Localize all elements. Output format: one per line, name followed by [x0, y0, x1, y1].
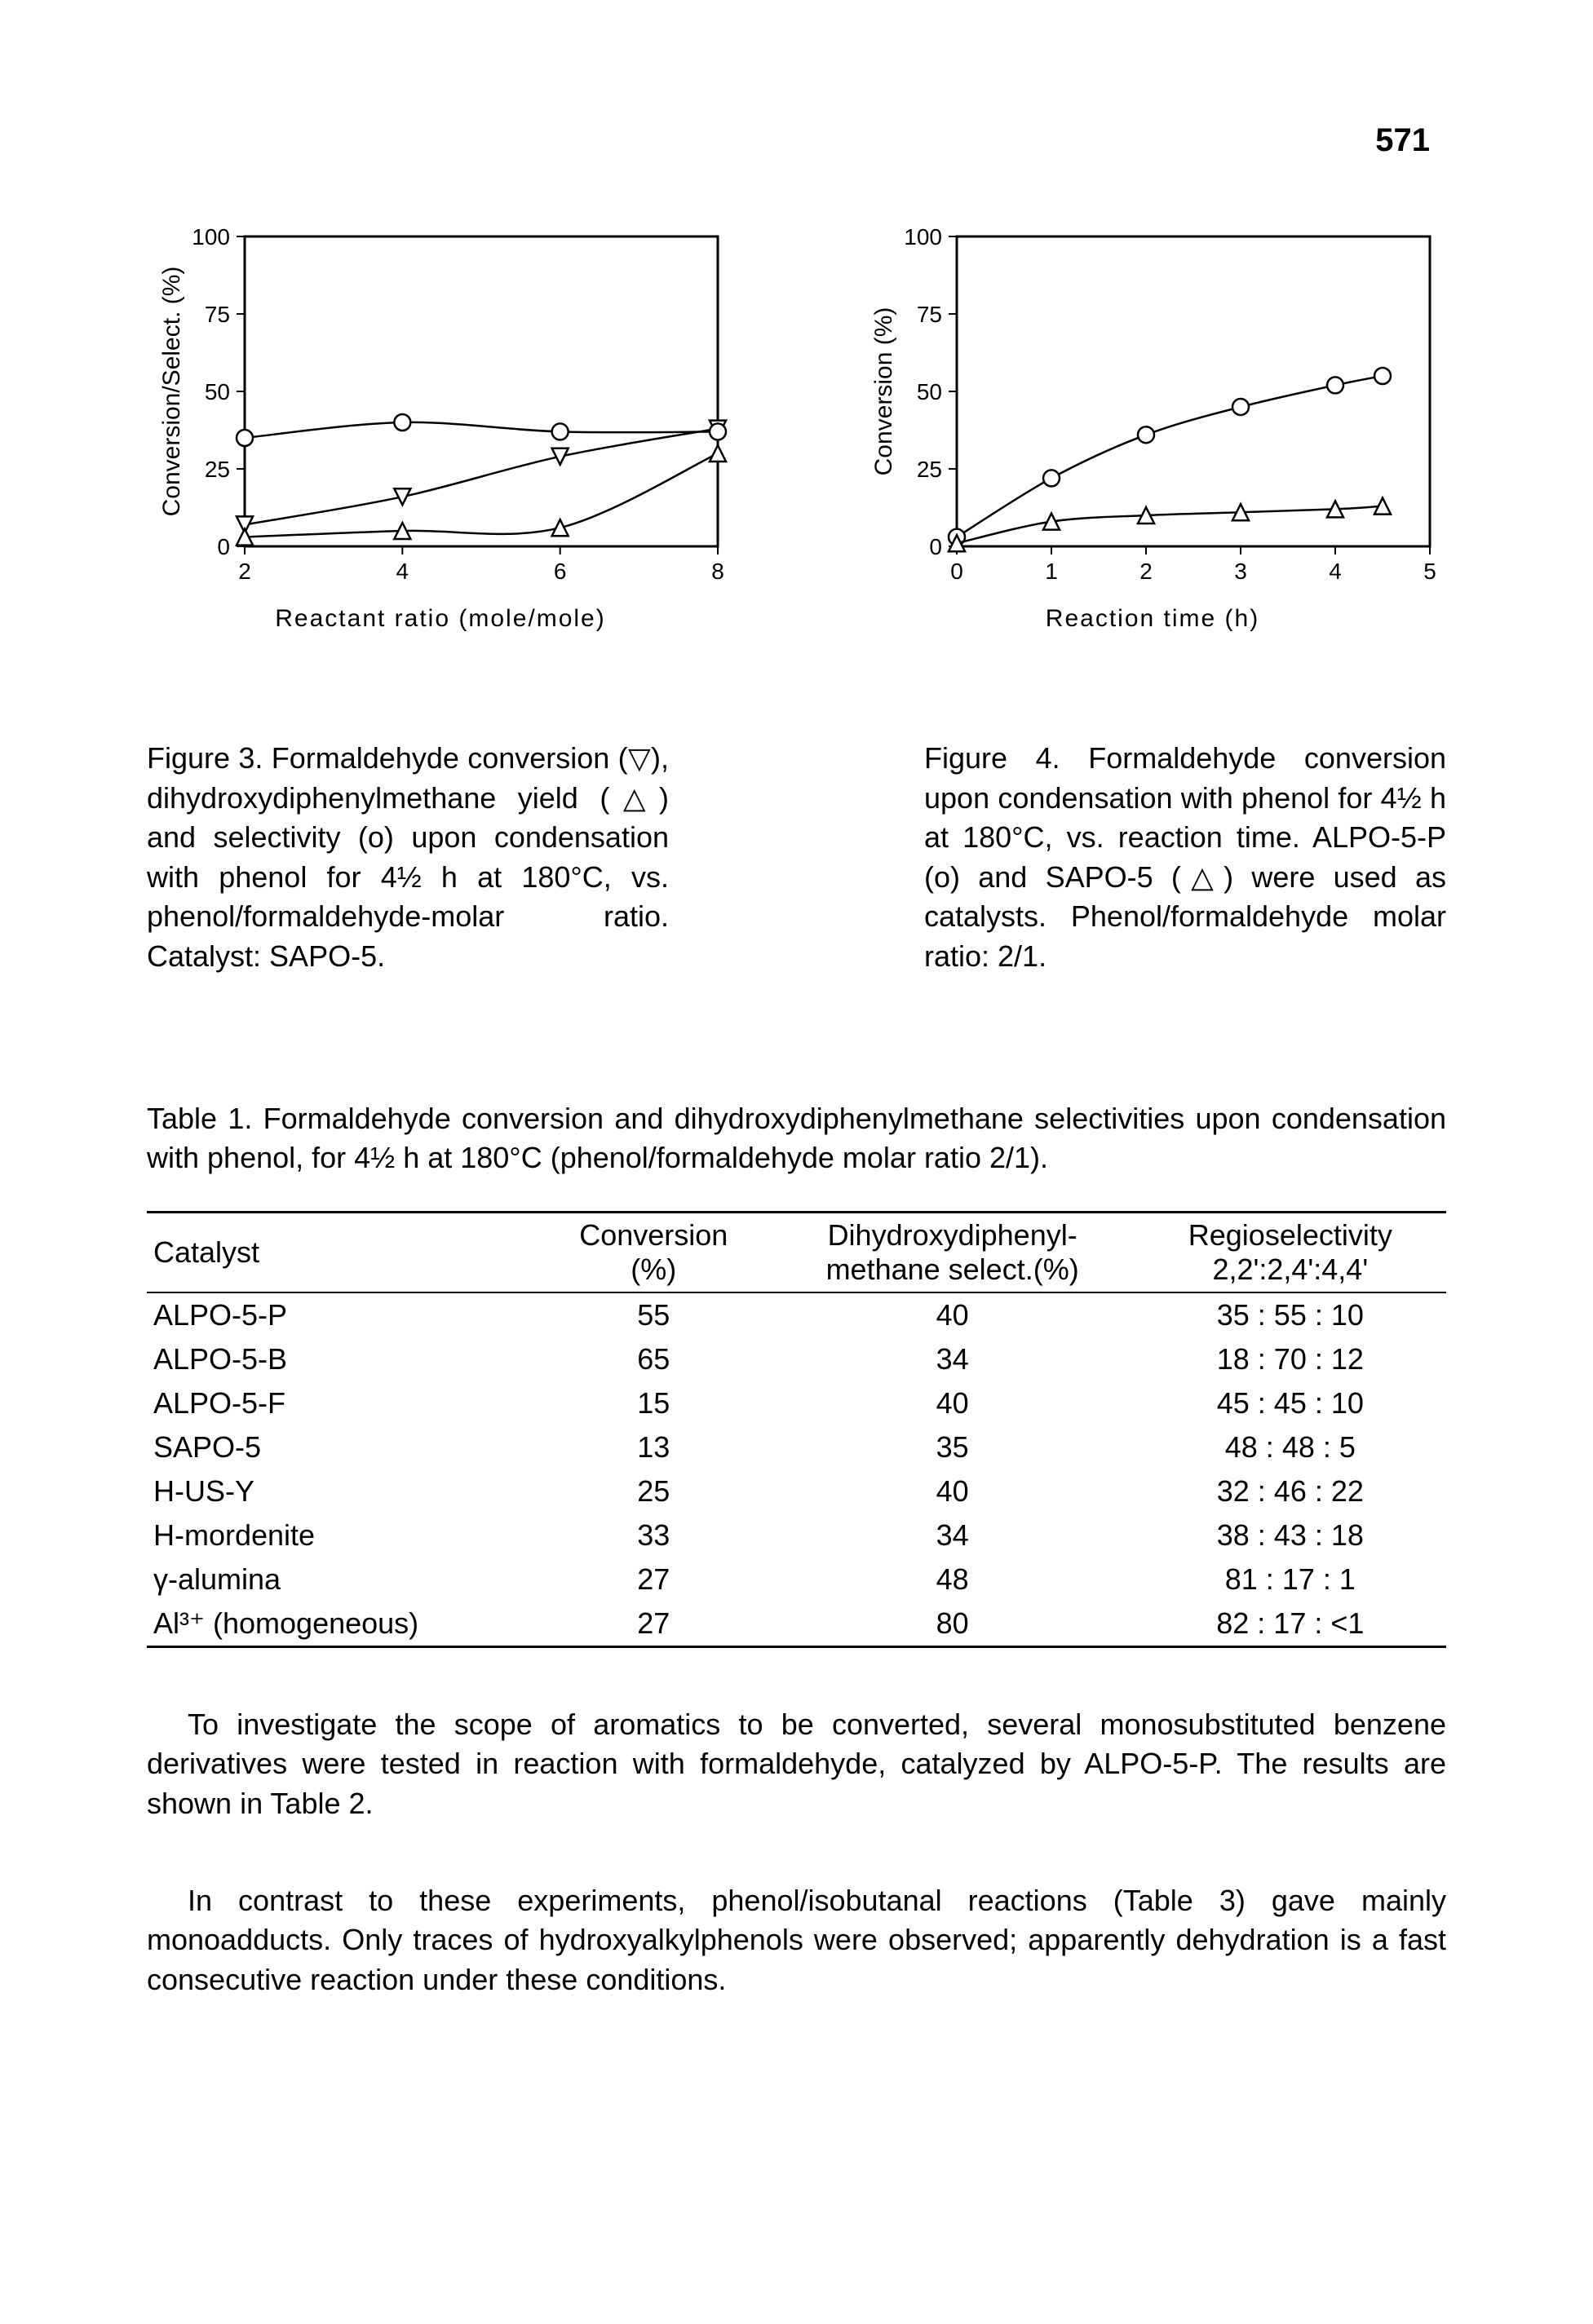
svg-text:8: 8	[711, 559, 724, 584]
table-cell: 65	[537, 1337, 771, 1381]
figure-3-xlabel: Reactant ratio (mole/mole)	[275, 605, 605, 633]
table-cell: 40	[771, 1381, 1135, 1425]
svg-text:25: 25	[917, 457, 942, 482]
svg-text:50: 50	[917, 379, 942, 404]
captions-row: Figure 3. Formaldehyde conversion (▽), d…	[147, 739, 1446, 977]
body-paragraph: To investigate the scope of aromatics to…	[147, 1705, 1446, 1824]
table-row: SAPO-5133548 : 48 : 5	[147, 1425, 1446, 1469]
table-cell: 18 : 70 : 12	[1135, 1337, 1446, 1381]
table-row: Al³⁺ (homogeneous)278082 : 17 : <1	[147, 1602, 1446, 1647]
table-col-header: Regioselectivity2,2':2,4':4,4'	[1135, 1212, 1446, 1292]
figure-4-chart: 0 25 50 75 100 0 1 2 3 4 5 Conversion (%)	[859, 220, 1446, 595]
svg-text:6: 6	[554, 559, 567, 584]
table-cell: 27	[537, 1557, 771, 1602]
svg-text:1: 1	[1045, 559, 1058, 584]
table-cell: Al³⁺ (homogeneous)	[147, 1602, 537, 1647]
svg-text:2: 2	[238, 559, 251, 584]
table-cell: 35	[771, 1425, 1135, 1469]
table-cell: H-US-Y	[147, 1469, 537, 1513]
table-cell: 81 : 17 : 1	[1135, 1557, 1446, 1602]
body-paragraphs: To investigate the scope of aromatics to…	[147, 1705, 1446, 2000]
table-cell: 40	[771, 1469, 1135, 1513]
table-cell: 38 : 43 : 18	[1135, 1513, 1446, 1557]
svg-text:50: 50	[205, 379, 230, 404]
table-col-header: Conversion(%)	[537, 1212, 771, 1292]
svg-text:2: 2	[1139, 559, 1153, 584]
figure-3: 0 25 50 75 100 2 4 6 8 Conversion/Select. (%) Rea…	[147, 220, 734, 633]
svg-text:75: 75	[205, 302, 230, 327]
table-cell: γ-alumina	[147, 1557, 537, 1602]
table-cell: 82 : 17 : <1	[1135, 1602, 1446, 1647]
table-cell: 40	[771, 1292, 1135, 1337]
table-col-header: Catalyst	[147, 1212, 537, 1292]
table-row: H-US-Y254032 : 46 : 22	[147, 1469, 1446, 1513]
table-row: ALPO-5-P554035 : 55 : 10	[147, 1292, 1446, 1337]
table-cell: ALPO-5-B	[147, 1337, 537, 1381]
svg-text:100: 100	[904, 224, 942, 250]
table-cell: 35 : 55 : 10	[1135, 1292, 1446, 1337]
table-cell: 34	[771, 1513, 1135, 1557]
table-cell: SAPO-5	[147, 1425, 537, 1469]
table-cell: 45 : 45 : 10	[1135, 1381, 1446, 1425]
svg-text:75: 75	[917, 302, 942, 327]
figure-4: 0 25 50 75 100 0 1 2 3 4 5 Conversion (%) Reaction …	[859, 220, 1446, 633]
figures-row: 02550751002468Conversion/Select. (%) Rea…	[147, 220, 1446, 633]
table-cell: ALPO-5-F	[147, 1381, 537, 1425]
page-number: 571	[1375, 122, 1430, 159]
svg-text:4: 4	[396, 559, 409, 584]
table-cell: 27	[537, 1602, 771, 1647]
table-cell: 32 : 46 : 22	[1135, 1469, 1446, 1513]
svg-text:4: 4	[1329, 559, 1342, 584]
table-cell: H-mordenite	[147, 1513, 537, 1557]
body-paragraph: In contrast to these experiments, phenol…	[147, 1881, 1446, 2000]
table-cell: 25	[537, 1469, 771, 1513]
svg-text:3: 3	[1234, 559, 1247, 584]
table-1: CatalystConversion(%)Dihydroxydiphenyl-m…	[147, 1211, 1446, 1648]
svg-text:0: 0	[217, 534, 230, 559]
table-row: H-mordenite333438 : 43 : 18	[147, 1513, 1446, 1557]
svg-text:0: 0	[950, 559, 963, 584]
table-cell: 48	[771, 1557, 1135, 1602]
svg-text:Conversion (%): Conversion (%)	[870, 307, 897, 476]
svg-text:0: 0	[929, 534, 942, 559]
table-col-header: Dihydroxydiphenyl-methane select.(%)	[771, 1212, 1135, 1292]
figure-3-caption: Figure 3. Formaldehyde conversion (▽), d…	[147, 739, 669, 977]
table-row: ALPO-5-B653418 : 70 : 12	[147, 1337, 1446, 1381]
table-cell: 48 : 48 : 5	[1135, 1425, 1446, 1469]
table-cell: 55	[537, 1292, 771, 1337]
table-cell: 33	[537, 1513, 771, 1557]
svg-text:25: 25	[205, 457, 230, 482]
table-cell: 34	[771, 1337, 1135, 1381]
page: 571 02550751002468Conversion/Select. (%)…	[0, 0, 1593, 2324]
table-cell: 80	[771, 1602, 1135, 1647]
table-1-title: Table 1. Formaldehyde conversion and dih…	[147, 1099, 1446, 1178]
figure-3-chart: 0 25 50 75 100 2 4 6 8 Conversion/Select. (%)	[147, 220, 734, 595]
svg-text:Conversion/Select. (%): Conversion/Select. (%)	[158, 267, 185, 517]
figure-4-xlabel: Reaction time (h)	[1046, 605, 1259, 633]
svg-text:100: 100	[192, 224, 230, 250]
figure-4-caption: Figure 4. Formaldehyde conversion upon c…	[924, 739, 1446, 977]
table-cell: 13	[537, 1425, 771, 1469]
table-row: γ-alumina274881 : 17 : 1	[147, 1557, 1446, 1602]
table-row: ALPO-5-F154045 : 45 : 10	[147, 1381, 1446, 1425]
table-cell: ALPO-5-P	[147, 1292, 537, 1337]
svg-text:5: 5	[1423, 559, 1436, 584]
table-cell: 15	[537, 1381, 771, 1425]
